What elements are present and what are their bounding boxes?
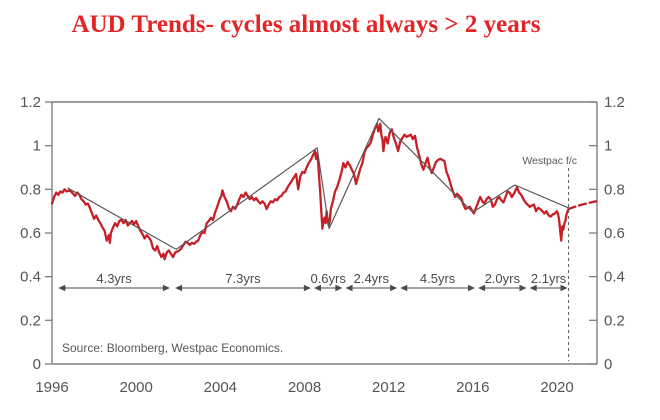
cycle-arrow-label: 2.1yrs (531, 271, 567, 286)
y-tick-label-right: 1.2 (604, 94, 625, 111)
y-tick-label-left: 0.4 (20, 269, 41, 286)
arrowhead-right (560, 284, 568, 292)
y-tick-label-left: 1.2 (20, 94, 41, 111)
cycle-arrow-label: 0.6yrs (310, 271, 346, 286)
cycle-arrow-label: 4.5yrs (420, 271, 456, 286)
arrowhead-left (58, 284, 66, 292)
source-note: Source: Bloomberg, Westpac Economics. (62, 341, 283, 355)
arrowhead-right (390, 284, 398, 292)
axes-layer: 0 0 0.2 0.2 0.4 0.4 0.6 0.6 0.8 0.8 1 1 1.2 1.2 1996 20… (20, 94, 625, 396)
arrowhead-left (529, 284, 537, 292)
y-tick-label-right: 0.4 (604, 269, 625, 286)
arrowhead-left (313, 284, 321, 292)
series-cycle-trend (67, 117, 570, 250)
x-tick-label: 2008 (288, 379, 321, 396)
plot-frame (51, 101, 598, 365)
arrowhead-left (400, 284, 408, 292)
series-aud-usd (50, 122, 570, 261)
series-westpac-forecast (567, 200, 598, 211)
arrowhead-right (335, 284, 343, 292)
cycle-arrow-label: 2.4yrs (354, 271, 390, 286)
y-tick-label-left: 1 (33, 138, 41, 155)
arrowhead-right (162, 284, 170, 292)
y-tick-label-right: 0.2 (604, 312, 625, 329)
x-tick-label: 2020 (540, 379, 573, 396)
arrowhead-left (478, 284, 486, 292)
x-tick-label: 2012 (372, 379, 405, 396)
y-tick-label-left: 0.8 (20, 181, 41, 198)
arrowhead-left (175, 284, 183, 292)
x-tick-label: 2004 (204, 379, 237, 396)
y-tick-label-right: 1 (604, 138, 612, 155)
y-tick-label-right: 0 (604, 356, 612, 373)
series-layer (50, 117, 598, 261)
chart-title: AUD Trends- cycles almost always > 2 yea… (71, 11, 541, 38)
cycle-arrow-label: 4.3yrs (96, 271, 132, 286)
annotations-layer: Westpac f/c Source: Bloomberg, Westpac E… (58, 155, 577, 361)
y-tick-label-right: 0.8 (604, 181, 625, 198)
forecast-label: Westpac f/c (522, 155, 577, 167)
x-tick-label: 2000 (119, 379, 152, 396)
x-tick-label: 1996 (35, 379, 68, 396)
arrowhead-right (303, 284, 311, 292)
arrowhead-right (519, 284, 527, 292)
y-tick-label-left: 0.2 (20, 312, 41, 329)
y-tick-label-left: 0.6 (20, 225, 41, 242)
arrowhead-left (345, 284, 353, 292)
cycle-arrow-label: 2.0yrs (485, 271, 521, 286)
x-tick-label: 2016 (456, 379, 489, 396)
arrowhead-right (467, 284, 475, 292)
y-tick-label-left: 0 (33, 356, 41, 373)
cycle-arrow-label: 7.3yrs (225, 271, 261, 286)
y-tick-label-right: 0.6 (604, 225, 625, 242)
